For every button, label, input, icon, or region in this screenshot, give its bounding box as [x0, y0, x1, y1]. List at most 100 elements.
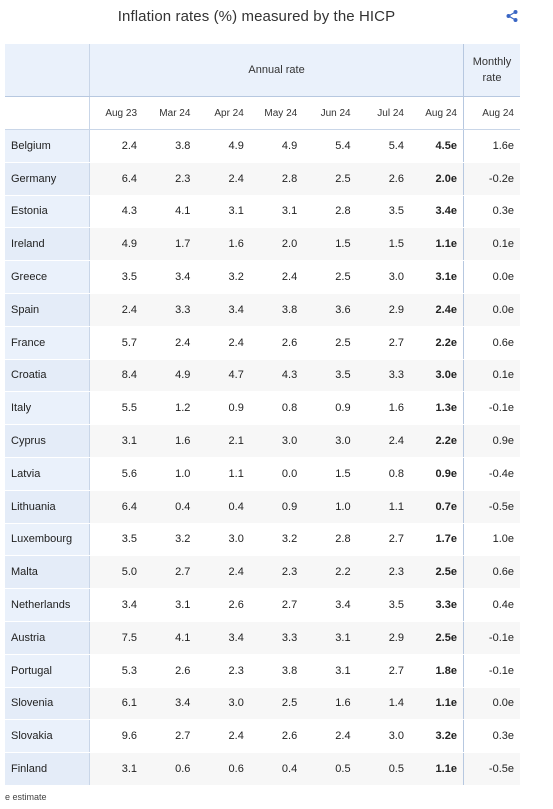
annual-rate-cell: 1.5: [356, 227, 410, 262]
column-header: Jun 24: [303, 96, 357, 130]
annual-rate-cell: 4.9: [89, 227, 144, 262]
annual-rate-cell: 3.3: [249, 621, 304, 655]
table-row: Netherlands 3.4 3.1 2.6 2.7 3.4 3.5 3.3e 0.4e: [5, 588, 520, 622]
monthly-rate-cell: 0.6e: [462, 555, 520, 590]
annual-rate-cell: 2.4: [356, 424, 410, 458]
country-cell: Estonia: [5, 195, 90, 229]
monthly-rate-cell: 0.4e: [462, 588, 520, 622]
annual-rate-cell: 1.1e: [409, 227, 464, 262]
annual-rate-cell: 4.1: [143, 621, 197, 655]
column-header: Aug 23: [89, 96, 144, 130]
annual-rate-cell: 1.1: [356, 490, 410, 524]
table-title: Inflation rates (%) measured by the HICP: [117, 8, 396, 25]
annual-rate-cell: 1.6: [143, 424, 197, 458]
table-row: Cyprus 3.1 1.6 2.1 3.0 3.0 2.4 2.2e 0.9e: [5, 424, 520, 458]
annual-rate-cell: 2.8: [249, 162, 304, 196]
annual-rate-cell: 2.3: [196, 654, 250, 688]
annual-rate-cell: 1.6: [303, 687, 357, 721]
annual-rate-cell: 2.4e: [409, 293, 464, 327]
country-cell: Austria: [5, 621, 90, 655]
annual-rate-cell: 1.4: [356, 687, 410, 721]
table-row: Malta 5.0 2.7 2.4 2.3 2.2 2.3 2.5e 0.6e: [5, 555, 520, 590]
annual-rate-cell: 6.4: [89, 490, 144, 524]
country-cell: Ireland: [5, 227, 90, 262]
annual-rate-cell: 3.5: [356, 195, 410, 229]
monthly-rate-cell: 0.3e: [462, 195, 520, 229]
table-row: Germany 6.4 2.3 2.4 2.8 2.5 2.6 2.0e -0.2e: [5, 162, 520, 196]
country-cell: Slovakia: [5, 719, 90, 754]
country-cell: Luxembourg: [5, 523, 90, 557]
annual-rate-cell: 1.1e: [409, 687, 464, 721]
annual-rate-cell: 2.6: [249, 719, 304, 754]
annual-rate-cell: 1.1e: [409, 752, 464, 786]
annual-rate-cell: 3.5: [89, 523, 144, 557]
annual-rate-cell: 5.0: [89, 555, 144, 590]
annual-rate-cell: 0.6: [196, 752, 250, 786]
annual-rate-cell: 0.4: [196, 490, 250, 524]
annual-rate-cell: 1.7e: [409, 523, 464, 557]
annual-rate-cell: 1.6: [196, 227, 250, 262]
annual-rate-cell: 2.5: [303, 162, 357, 196]
annual-rate-cell: 2.9: [356, 293, 410, 327]
table-row: Latvia 5.6 1.0 1.1 0.0 1.5 0.8 0.9e -0.4e: [5, 457, 520, 491]
monthly-rate-header: Monthly rate: [462, 44, 520, 97]
annual-rate-cell: 2.2: [303, 555, 357, 590]
annual-rate-cell: 2.8: [303, 195, 357, 229]
table-row: Austria 7.5 4.1 3.4 3.3 3.1 2.9 2.5e -0.1e: [5, 621, 520, 655]
annual-rate-cell: 2.4: [89, 129, 144, 163]
annual-rate-cell: 3.4: [89, 588, 144, 622]
annual-rate-header: Annual rate: [89, 44, 464, 97]
annual-rate-cell: 2.3: [249, 555, 304, 590]
annual-rate-cell: 2.7: [356, 523, 410, 557]
annual-rate-cell: 3.4: [196, 621, 250, 655]
annual-rate-cell: 1.2: [143, 391, 197, 426]
annual-rate-cell: 3.4: [196, 293, 250, 327]
country-cell: Netherlands: [5, 588, 90, 622]
country-cell: Slovenia: [5, 687, 90, 721]
annual-rate-cell: 1.8e: [409, 654, 464, 688]
annual-rate-cell: 3.2e: [409, 719, 464, 754]
annual-rate-cell: 3.0e: [409, 359, 464, 393]
annual-rate-cell: 0.8: [249, 391, 304, 426]
annual-rate-cell: 2.8: [303, 523, 357, 557]
country-cell: Germany: [5, 162, 90, 196]
monthly-rate-cell: -0.5e: [462, 490, 520, 524]
annual-rate-cell: 3.8: [249, 654, 304, 688]
share-icon[interactable]: [505, 9, 519, 23]
column-header: Aug 24: [462, 96, 520, 130]
monthly-rate-cell: 1.6e: [462, 129, 520, 163]
annual-rate-cell: 0.5: [303, 752, 357, 786]
country-cell: France: [5, 326, 90, 360]
annual-rate-cell: 0.4: [143, 490, 197, 524]
annual-rate-cell: 2.4: [196, 719, 250, 754]
annual-rate-cell: 3.2: [143, 523, 197, 557]
table-row: Slovenia 6.1 3.4 3.0 2.5 1.6 1.4 1.1e 0.0e: [5, 687, 520, 721]
annual-rate-cell: 3.0: [356, 719, 410, 754]
annual-rate-cell: 4.9: [249, 129, 304, 163]
annual-rate-cell: 2.4: [196, 555, 250, 590]
annual-rate-cell: 5.4: [356, 129, 410, 163]
table-row: Belgium 2.4 3.8 4.9 4.9 5.4 5.4 4.5e 1.6e: [5, 129, 520, 163]
annual-rate-cell: 0.9: [249, 490, 304, 524]
annual-rate-cell: 2.6: [356, 162, 410, 196]
annual-rate-cell: 3.0: [196, 523, 250, 557]
annual-rate-cell: 5.7: [89, 326, 144, 360]
annual-rate-cell: 0.5: [356, 752, 410, 786]
column-header-blank: [5, 96, 90, 130]
monthly-rate-cell: 0.0e: [462, 687, 520, 721]
annual-rate-cell: 6.1: [89, 687, 144, 721]
monthly-rate-cell: -0.1e: [462, 654, 520, 688]
annual-rate-cell: 3.1e: [409, 260, 464, 294]
annual-rate-cell: 4.9: [143, 359, 197, 393]
annual-rate-cell: 2.4: [89, 293, 144, 327]
annual-rate-cell: 2.7: [249, 588, 304, 622]
monthly-rate-cell: 0.6e: [462, 326, 520, 360]
monthly-rate-cell: 0.0e: [462, 260, 520, 294]
footnote: e estimate: [5, 792, 47, 802]
annual-rate-cell: 3.5: [356, 588, 410, 622]
annual-rate-cell: 0.9: [196, 391, 250, 426]
annual-rate-cell: 3.1: [303, 621, 357, 655]
annual-rate-cell: 3.8: [143, 129, 197, 163]
annual-rate-cell: 2.0: [249, 227, 304, 262]
annual-rate-cell: 2.7: [356, 654, 410, 688]
